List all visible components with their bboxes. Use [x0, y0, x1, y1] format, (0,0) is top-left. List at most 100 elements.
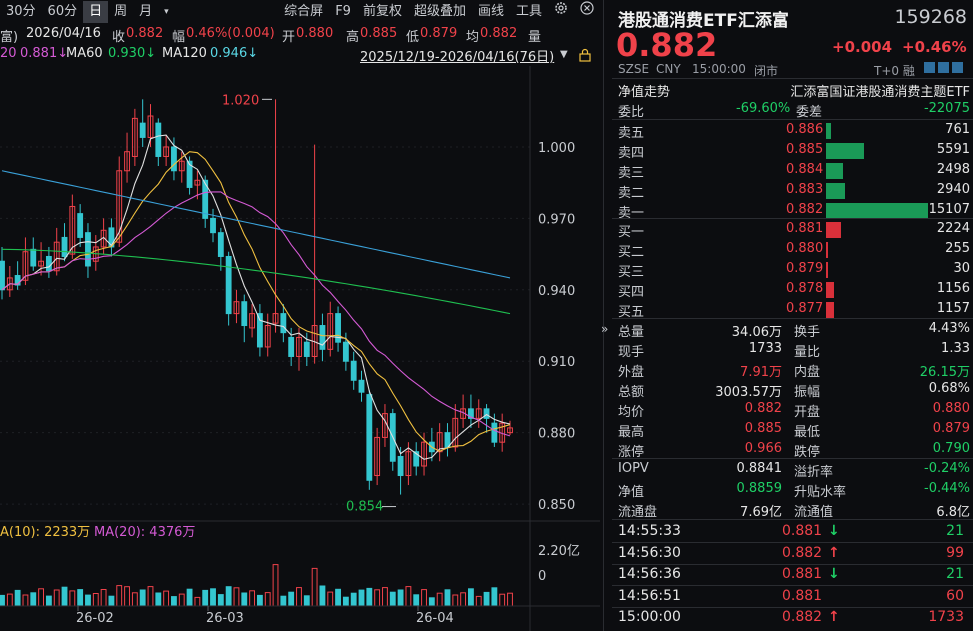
candle-body	[296, 336, 302, 357]
forward-adjust-button[interactable]: 前复权	[362, 4, 402, 19]
quick-icons	[924, 62, 963, 73]
ask-price[interactable]: 0.886	[786, 122, 824, 137]
bid-price[interactable]: 0.881	[786, 221, 824, 236]
ask-volume: 15107	[928, 202, 970, 217]
candle-body	[358, 379, 365, 393]
period-day[interactable]: 日	[83, 1, 109, 23]
ask-price[interactable]: 0.885	[786, 142, 824, 157]
volume-bar	[178, 593, 185, 607]
period-30min[interactable]: 30分	[6, 4, 36, 19]
ask-price[interactable]: 0.884	[786, 162, 824, 177]
tick-volume: 21	[946, 566, 964, 582]
gear-icon[interactable]	[548, 1, 574, 23]
super-overlay-button[interactable]: 超级叠加	[413, 4, 466, 19]
bid-row: 买四 0.878 1156	[618, 280, 970, 300]
f9-button[interactable]: F9	[335, 4, 351, 19]
ask-row: 卖三 0.884 2498	[618, 161, 970, 181]
candle-body	[335, 313, 341, 343]
collapse-panel-icon[interactable]: »	[601, 322, 609, 336]
bid-row: 买一 0.881 2224	[618, 220, 970, 240]
stat-label: 升贴水率	[794, 485, 847, 500]
candle-body	[225, 255, 232, 315]
close-icon[interactable]	[574, 1, 600, 23]
stat-label: 总额	[618, 385, 645, 400]
price-tick-label: 0.970	[538, 212, 575, 227]
draw-line-button[interactable]: 画线	[477, 4, 504, 19]
volume-bar	[194, 596, 201, 607]
vol-ma10-legend: A(10): 2233万	[0, 525, 90, 540]
volume-bar	[507, 592, 513, 607]
ask-level-label: 卖三	[618, 166, 645, 181]
tick-time: 14:56:30	[618, 544, 681, 561]
candle-body	[171, 146, 177, 172]
bid-price[interactable]: 0.877	[786, 301, 824, 316]
ask-volume-bar	[826, 183, 845, 199]
stat-label: 流通值	[794, 505, 834, 520]
stat-label: 涨停	[618, 445, 645, 460]
period-week[interactable]: 周	[114, 4, 128, 19]
ask-price[interactable]: 0.883	[786, 182, 824, 197]
name-fragment: 富)	[0, 30, 19, 45]
period-month[interactable]: 月	[139, 4, 153, 19]
volume-label: 量	[528, 30, 542, 45]
candle-body	[288, 336, 295, 357]
candle-body	[194, 179, 201, 186]
stat-label: 溢折率	[794, 465, 834, 480]
candle-body	[366, 394, 373, 481]
bid-price[interactable]: 0.878	[786, 281, 824, 296]
candle-body	[131, 117, 138, 157]
fund-title: 港股通消费ETF汇添富	[618, 11, 789, 31]
nav-trend-link[interactable]: 净值走势	[618, 85, 671, 100]
tick-time: 14:55:33	[618, 523, 681, 539]
ask-volume-bar	[826, 163, 843, 179]
composite-screen-button[interactable]: 综合屏	[284, 4, 324, 19]
period-60min[interactable]: 60分	[47, 4, 78, 19]
stat-label: 内盘	[794, 365, 821, 380]
kline-chart[interactable]: 1.020 0.854 1.000 0.970 0.940 0.910 0.880 0.85…	[0, 66, 600, 631]
stat-value: 0.8859	[736, 481, 783, 496]
tools-button[interactable]: 工具	[515, 4, 542, 19]
ask-row: 卖二 0.883 2940	[618, 181, 970, 201]
low-value: 0.879	[420, 26, 458, 41]
period-more-dropdown[interactable]: ▾	[164, 7, 169, 17]
volume-bar	[38, 588, 44, 607]
fund-code: 159268	[894, 6, 967, 28]
bid-level-label: 买五	[618, 305, 645, 320]
bid-price[interactable]: 0.879	[786, 261, 824, 276]
stat-value: 1733	[748, 341, 782, 356]
price-tick-label: 1.000	[538, 141, 575, 156]
ohlc-info-line: 富) 2026/04/16 收 0.882 幅 0.46%(0.004) 开 0…	[0, 24, 600, 45]
note-icon[interactable]	[952, 62, 963, 73]
volume-bar	[256, 594, 263, 607]
candle-body	[350, 360, 357, 381]
ask-level-label: 卖二	[618, 186, 645, 201]
lock-icon[interactable]	[578, 48, 592, 66]
ma20-line	[1, 191, 511, 437]
vol-ma20-legend: MA(20): 4376万	[94, 525, 195, 540]
ma-line: 20 0.881↓ MA60 0.930↓ MA120 0.946↓ 2025/…	[0, 46, 600, 66]
volume-bar	[288, 591, 295, 607]
date-tick-label: 26-04	[416, 611, 454, 626]
bid-price[interactable]: 0.880	[786, 241, 824, 256]
candle-body	[475, 408, 482, 419]
ask-price[interactable]: 0.882	[786, 202, 824, 217]
quote-time: 15:00:00	[692, 62, 746, 76]
date-range[interactable]: 2025/12/19-2026/04/16(76日)	[360, 50, 555, 65]
tick-time: 14:56:51	[618, 587, 681, 604]
volume-bar	[6, 593, 13, 607]
edit-icon[interactable]	[924, 62, 935, 73]
ma120-line	[1, 170, 511, 279]
ma5-line	[1, 134, 511, 460]
stat-value: 0.790	[932, 441, 970, 456]
order-diff-label: 委差	[796, 105, 823, 120]
chart-icon[interactable]	[938, 62, 949, 73]
arrow-down-icon: ↓	[828, 523, 840, 539]
stat-value: -0.44%	[924, 481, 970, 496]
volume-bar	[147, 586, 154, 607]
volume-bar	[210, 588, 216, 607]
volume-bar	[14, 589, 21, 607]
volume-bar	[319, 585, 326, 607]
bid-level-label: 买三	[618, 265, 645, 280]
range-dropdown-icon[interactable]: ▼	[560, 49, 568, 60]
stat-label: 跌停	[794, 445, 821, 460]
